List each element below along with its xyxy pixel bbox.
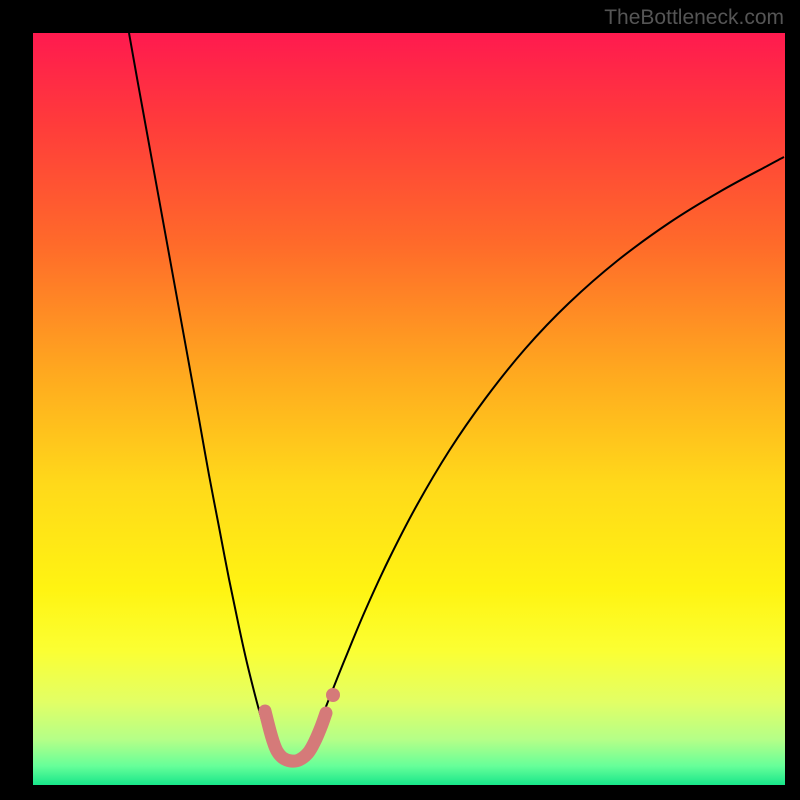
curve-right	[309, 157, 784, 745]
u-marker	[265, 711, 326, 761]
u-marker-dot	[326, 688, 340, 702]
curve-left	[129, 33, 271, 745]
chart-container: TheBottleneck.com	[0, 0, 800, 800]
plot-area	[33, 33, 785, 785]
watermark-text: TheBottleneck.com	[604, 6, 784, 30]
curves-svg	[33, 33, 785, 785]
